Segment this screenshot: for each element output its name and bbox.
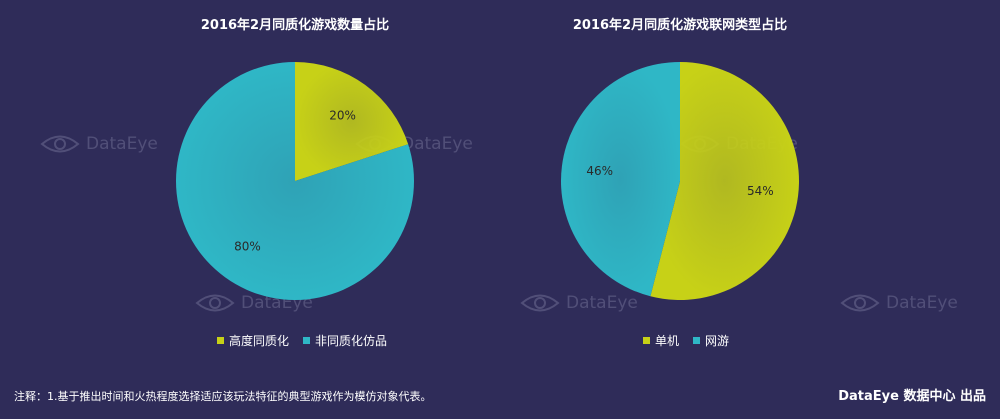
legend-item: 网游 [693,332,729,349]
watermark-text: DataEye [401,134,473,154]
legend-swatch [643,337,650,344]
slice-label: 54% [747,184,774,198]
pie-slice [650,62,800,300]
watermark: DataEye [840,292,958,314]
chart-title-right: 2016年2月同质化游戏联网类型占比 [572,18,788,33]
legend-item: 高度同质化 [217,332,289,349]
watermark-text: DataEye [86,134,158,154]
legend-left: 高度同质化 非同质化仿品 [217,332,387,349]
slice-label: 20% [329,109,356,123]
legend-swatch [693,337,701,344]
eye-icon [520,294,560,312]
watermark: DataEye [40,133,158,155]
pie-slice [176,62,414,301]
watermark: DataEye [520,292,638,314]
slice-label: 46% [586,164,613,178]
brand-credit: DataEye 数据中心 出品 [838,389,986,404]
eye-icon [840,294,880,312]
legend-label: 单机 [655,334,680,348]
watermark-text: DataEye [566,293,638,313]
legend-right: 单机 网游 [643,332,729,349]
pie-slice [561,62,680,297]
legend-label: 高度同质化 [229,334,290,348]
eye-icon [195,294,235,312]
watermark-text: DataEye [886,293,958,313]
legend-item: 非同质化仿品 [303,332,387,349]
legend-swatch [217,337,224,344]
pie-slice [295,62,409,181]
legend-item: 单机 [643,332,679,349]
slice-label: 80% [234,239,261,253]
legend-label: 非同质化仿品 [315,334,388,348]
chart-title-left: 2016年2月同质化游戏数量占比 [200,18,390,33]
eye-icon [40,135,80,153]
legend-swatch [303,337,311,344]
legend-label: 网游 [705,334,730,348]
footnote: 注释：1.基于推出时间和火热程度选择适应该玩法特征的典型游戏作为模仿对象代表。 [14,390,432,403]
